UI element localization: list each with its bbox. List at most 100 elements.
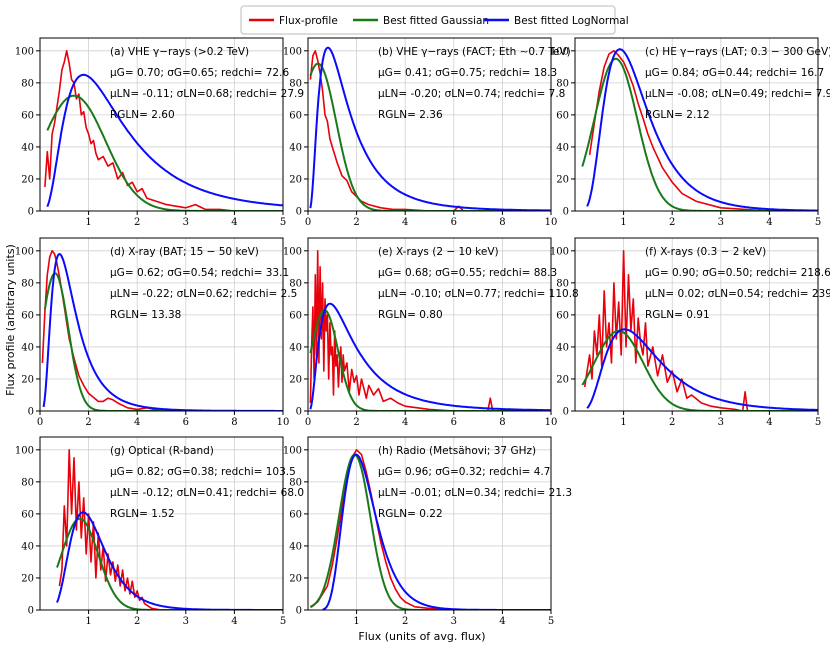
y-tick-label: 0 — [296, 407, 302, 418]
x-tick-label: 5 — [815, 217, 821, 228]
fit-stats-gaussian: μG= 0.96; σG=0.32; redchi= 4.7 — [378, 466, 550, 478]
y-tick-label: 80 — [21, 278, 34, 289]
x-tick-label: 1 — [353, 616, 359, 627]
y-tick-label: 20 — [21, 374, 34, 385]
y-tick-label: 0 — [28, 207, 34, 218]
fit-stats-lognormal: μLN= -0.08; σLN=0.49; redchi= 7.9 — [645, 88, 830, 100]
y-tick-label: 60 — [289, 509, 302, 520]
x-tick-label: 10 — [545, 417, 558, 428]
x-tick-label: 0 — [305, 217, 311, 228]
x-tick-label: 2 — [402, 616, 408, 627]
y-tick-label: 20 — [289, 573, 302, 584]
x-tick-label: 3 — [451, 616, 457, 627]
x-tick-label: 0 — [305, 417, 311, 428]
y-tick-label: 40 — [21, 342, 34, 353]
x-tick-label: 10 — [277, 417, 290, 428]
x-tick-label: 1 — [85, 616, 91, 627]
y-tick-label: 80 — [556, 78, 569, 89]
y-tick-label: 40 — [21, 142, 34, 153]
plot-area — [309, 448, 551, 610]
lognormal-fit-line — [46, 73, 283, 208]
x-tick-label: 2 — [85, 417, 91, 428]
panel-frame — [307, 436, 552, 611]
y-tick-label: 40 — [289, 142, 302, 153]
x-tick-label: 6 — [451, 217, 457, 228]
panel-title: (b) VHE γ−rays (FACT; Eth ∼0.7 TeV) — [378, 46, 571, 58]
y-tick-label: 0 — [296, 207, 302, 218]
y-tick-label: 80 — [556, 278, 569, 289]
likelihood-ratio: RGLN= 0.80 — [378, 309, 443, 321]
y-tick-label: 60 — [556, 310, 569, 321]
legend-frame — [240, 5, 616, 35]
flux-profile-line — [588, 49, 818, 211]
panel-c: 1 2 3 4 5 0 20 40 60 80 100 (c) HE γ−rays (LAT; 0.3… — [550, 37, 830, 228]
legend-label-flux: Flux-profile — [279, 15, 338, 27]
fit-stats-lognormal: μLN= 0.02; σLN=0.54; redchi= 239.9 — [645, 288, 830, 300]
panel-frame — [307, 237, 552, 412]
x-tick-label: 4 — [766, 417, 772, 428]
y-tick-label: 20 — [556, 374, 569, 385]
x-tick-label: 8 — [499, 417, 505, 428]
likelihood-ratio: RGLN= 0.91 — [645, 309, 710, 321]
gaussian-fit-line — [309, 309, 551, 411]
panel-title: (g) Optical (R-band) — [110, 445, 214, 457]
fit-stats-lognormal: μLN= -0.11; σLN=0.68; redchi= 27.9 — [110, 88, 304, 100]
y-tick-label: 0 — [28, 606, 34, 617]
legend-label-gaussian: Best fitted Gaussian — [383, 15, 489, 27]
likelihood-ratio: RGLN= 2.12 — [645, 109, 710, 121]
plot-area — [309, 46, 551, 211]
fit-stats-gaussian: μG= 0.41; σG=0.75; redchi= 18.3 — [378, 67, 557, 79]
x-tick-label: 4 — [402, 417, 408, 428]
y-tick-label: 60 — [21, 509, 34, 520]
x-tick-label: 3 — [718, 217, 724, 228]
x-tick-label: 6 — [183, 417, 189, 428]
x-tick-label: 1 — [620, 217, 626, 228]
panel-title: (d) X-ray (BAT; 15 − 50 keV) — [110, 246, 259, 258]
x-tick-label: 0 — [37, 417, 43, 428]
gaussian-fit-line — [581, 329, 818, 411]
fit-stats-lognormal: μLN= -0.22; σLN=0.62; redchi= 2.5 — [110, 288, 297, 300]
x-tick-label: 2 — [134, 217, 140, 228]
x-tick-label: 4 — [766, 217, 772, 228]
x-tick-label: 5 — [280, 217, 286, 228]
y-tick-label: 80 — [21, 78, 34, 89]
y-tick-label: 100 — [550, 246, 569, 257]
x-tick-label: 4 — [231, 217, 237, 228]
lognormal-fit-line — [309, 302, 551, 411]
x-tick-label: 2 — [669, 217, 675, 228]
y-tick-label: 20 — [21, 573, 34, 584]
lognormal-fit-line — [309, 46, 551, 211]
x-tick-label: 5 — [548, 616, 554, 627]
flux-profile-line — [44, 49, 283, 211]
lognormal-fit-line — [586, 48, 818, 211]
x-tick-label: 5 — [280, 616, 286, 627]
y-tick-label: 20 — [21, 174, 34, 185]
y-tick-label: 40 — [556, 142, 569, 153]
likelihood-ratio: RGLN= 0.22 — [378, 508, 443, 520]
panel-title: (a) VHE γ−rays (>0.2 TeV) — [110, 46, 249, 58]
gaussian-fit-line — [309, 62, 551, 211]
y-tick-label: 100 — [15, 46, 34, 57]
y-tick-label: 20 — [289, 174, 302, 185]
panel-f: 1 2 3 4 5 0 20 40 60 80 100 (f) X-rays (0.3 − 2 keV… — [550, 237, 830, 428]
y-tick-label: 40 — [21, 541, 34, 552]
y-tick-label: 60 — [556, 110, 569, 121]
gaussian-fit-line — [56, 517, 283, 610]
fit-stats-lognormal: μLN= -0.20; σLN=0.74; redchi= 7.8 — [378, 88, 565, 100]
panel-frame — [39, 436, 284, 611]
x-tick-label: 3 — [183, 616, 189, 627]
fit-stats-gaussian: μG= 0.84; σG=0.44; redchi= 16.7 — [645, 67, 824, 79]
panel-frame — [39, 237, 284, 412]
y-tick-label: 20 — [556, 174, 569, 185]
y-tick-label: 80 — [21, 477, 34, 488]
y-tick-label: 60 — [21, 310, 34, 321]
y-tick-label: 100 — [15, 445, 34, 456]
y-tick-label: 100 — [550, 46, 569, 57]
y-tick-label: 60 — [289, 310, 302, 321]
panel-title: (c) HE γ−rays (LAT; 0.3 − 300 GeV) — [645, 46, 830, 58]
y-tick-label: 80 — [289, 78, 302, 89]
